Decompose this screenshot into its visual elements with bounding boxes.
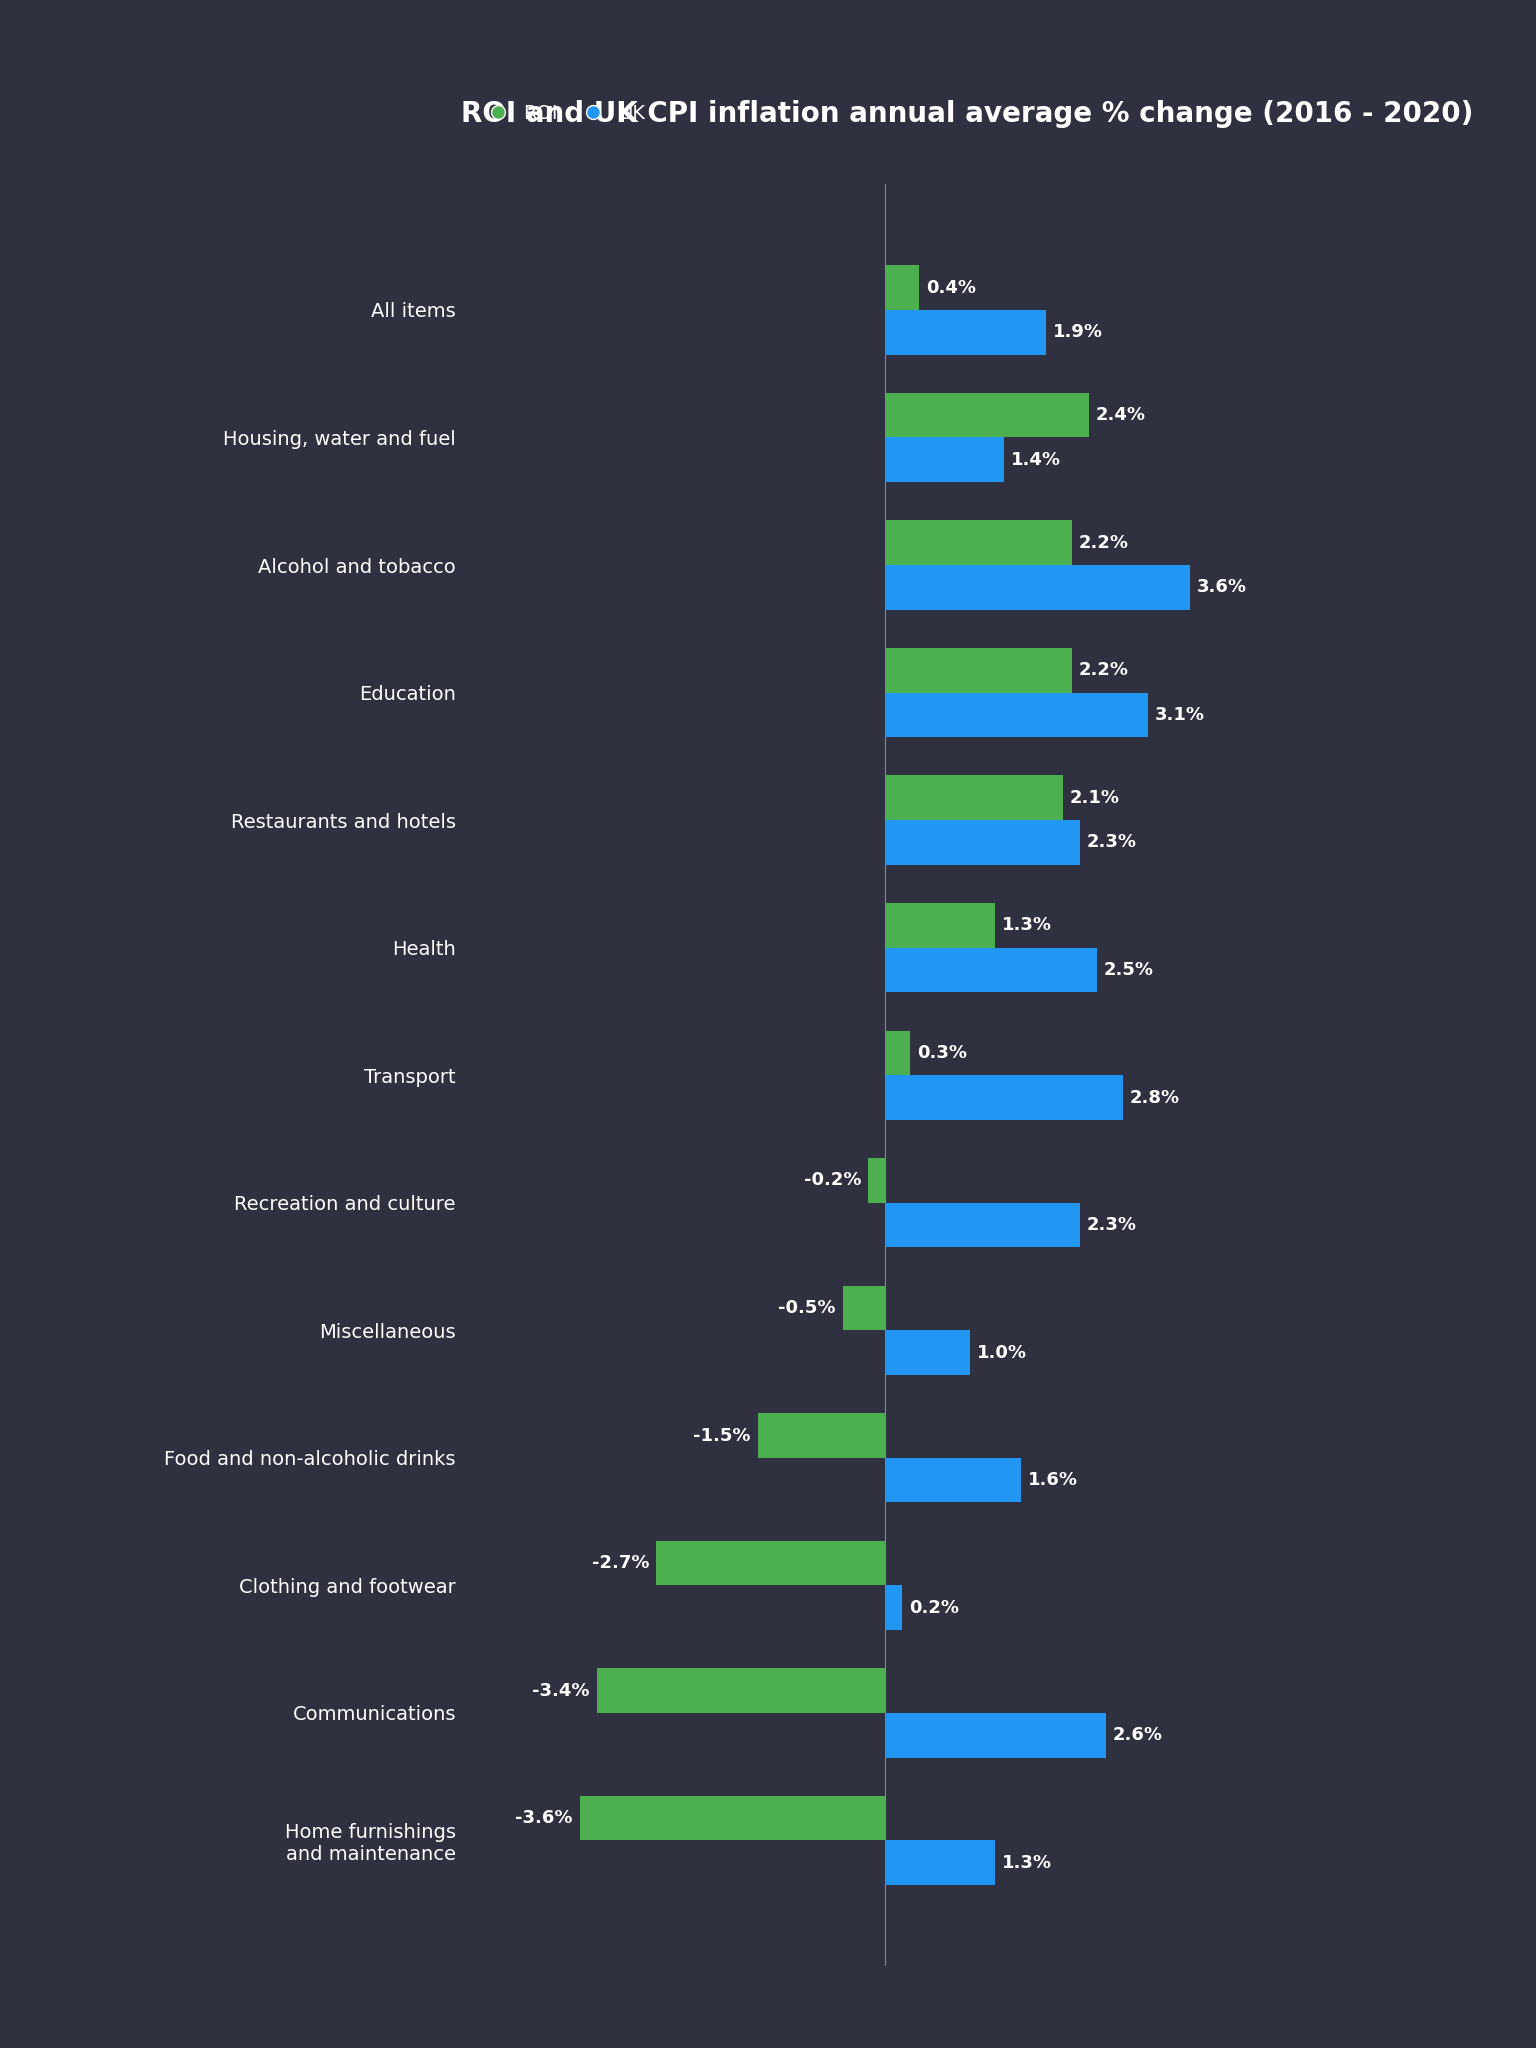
Bar [596, 1669, 885, 1712]
Bar [885, 1841, 995, 1884]
Bar [885, 1331, 969, 1374]
Bar [885, 309, 1046, 354]
Bar [885, 647, 1072, 692]
Bar [656, 1540, 885, 1585]
Bar [885, 819, 1080, 864]
Text: 3.1%: 3.1% [1155, 707, 1204, 723]
Bar [885, 1202, 1080, 1247]
Text: 2.3%: 2.3% [1087, 1217, 1137, 1235]
Text: 0.2%: 0.2% [909, 1599, 958, 1616]
Text: 1.3%: 1.3% [1001, 1853, 1052, 1872]
Text: 2.8%: 2.8% [1129, 1090, 1180, 1106]
Text: 1.4%: 1.4% [1011, 451, 1060, 469]
Bar [885, 520, 1072, 565]
Text: -3.4%: -3.4% [533, 1681, 590, 1700]
Bar [579, 1796, 885, 1841]
Text: 2.2%: 2.2% [1078, 535, 1129, 551]
Text: 1.9%: 1.9% [1054, 324, 1103, 342]
Bar [885, 438, 1005, 481]
Text: -2.7%: -2.7% [591, 1554, 650, 1573]
Text: -3.6%: -3.6% [515, 1808, 573, 1827]
Text: ROI and UK CPI inflation annual average % change (2016 - 2020): ROI and UK CPI inflation annual average … [461, 100, 1473, 127]
Text: 2.3%: 2.3% [1087, 834, 1137, 852]
Bar [885, 393, 1089, 438]
Bar [843, 1286, 885, 1331]
Bar [885, 948, 1097, 993]
Bar [885, 776, 1063, 819]
Text: 2.6%: 2.6% [1112, 1726, 1163, 1745]
Text: -0.5%: -0.5% [779, 1298, 836, 1317]
Text: 3.6%: 3.6% [1197, 578, 1247, 596]
Text: 1.6%: 1.6% [1028, 1470, 1078, 1489]
Bar [885, 1030, 911, 1075]
Bar [885, 1712, 1106, 1757]
Bar [885, 565, 1190, 610]
Legend: ROI, UK: ROI, UK [470, 96, 653, 131]
Text: 2.2%: 2.2% [1078, 662, 1129, 680]
Text: 1.0%: 1.0% [977, 1343, 1026, 1362]
Text: 1.3%: 1.3% [1001, 915, 1052, 934]
Text: -0.2%: -0.2% [803, 1171, 862, 1190]
Bar [885, 903, 995, 948]
Bar [885, 1075, 1123, 1120]
Bar [885, 266, 919, 309]
Bar [868, 1157, 885, 1202]
Text: 0.3%: 0.3% [917, 1044, 968, 1061]
Bar [885, 692, 1147, 737]
Text: 2.4%: 2.4% [1095, 406, 1146, 424]
Bar [757, 1413, 885, 1458]
Bar [885, 1585, 902, 1630]
Bar [885, 1458, 1021, 1503]
Text: 2.1%: 2.1% [1071, 788, 1120, 807]
Text: 2.5%: 2.5% [1104, 961, 1154, 979]
Text: -1.5%: -1.5% [693, 1427, 751, 1444]
Text: 0.4%: 0.4% [926, 279, 975, 297]
